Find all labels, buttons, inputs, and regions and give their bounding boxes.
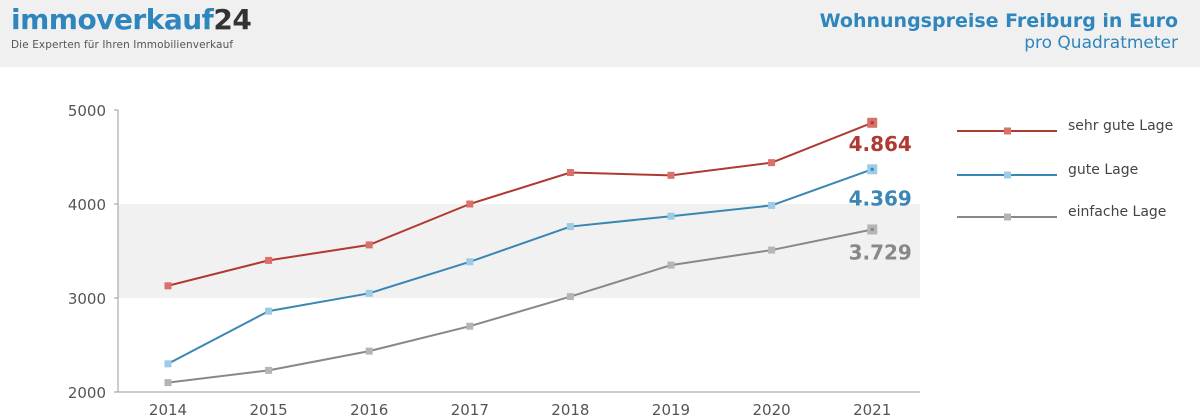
legend-marker [1004,171,1011,179]
data-point [566,223,574,231]
y-tick-label: 3000 [68,290,106,308]
data-point [164,379,172,387]
series-lines [167,121,873,384]
x-tick-label: 2018 [551,401,589,419]
data-point [365,289,373,297]
y-tick-label: 4000 [68,196,106,214]
data-point [768,159,776,167]
data-point [265,366,273,374]
end-value-label: 4.369 [849,186,912,210]
chart-title: Wohnungspreise Freiburg in Euro [819,10,1178,32]
legend-label: gute Lage [1068,162,1138,178]
logo-text-part2: 24 [213,3,252,36]
y-tick-label: 2000 [68,384,106,402]
data-point [566,169,574,177]
x-tick-label: 2020 [753,401,791,419]
chart-title-block: Wohnungspreise Freiburg in Euro pro Quad… [820,10,1178,53]
legend-marker [1004,213,1011,221]
legend-label: einfache Lage [1068,204,1166,220]
series-line [167,168,873,365]
x-tick-label: 2017 [451,401,489,419]
grid-bands [118,110,920,392]
data-point [365,241,373,249]
x-tick-label: 2021 [853,401,891,419]
x-tick-label: 2014 [149,401,187,419]
tick-labels: 2000 3000 4000 5000 2014 2015 2016 2017 2018 2019… [68,102,891,419]
logo-text-part1: immoverkauf [11,3,214,36]
data-point [466,200,474,208]
data-point [667,212,675,220]
data-point [768,201,776,209]
end-point-dot [870,121,874,125]
legend: sehr gute Lage gute Lage einfache Lage [957,118,1173,221]
data-point [667,171,675,179]
end-labels: 4.864 4.369 3.729 [849,132,912,265]
data-point [164,282,172,290]
series-line [167,121,873,287]
x-tick-label: 2016 [350,401,388,419]
series-markers [164,117,878,387]
data-point [566,293,574,301]
data-point [265,307,273,315]
legend-marker [1004,127,1011,135]
end-value-label: 3.729 [849,240,912,264]
x-tick-label: 2015 [250,401,288,419]
data-point [164,360,172,368]
logo-wordmark: immoverkauf24 [11,3,252,36]
y-tick-label: 5000 [68,102,106,120]
logo-tagline: Die Experten für Ihren Immobilienverkauf [11,39,234,51]
data-point [265,256,273,264]
axes [117,110,920,393]
grid-band [118,204,920,298]
data-point [466,322,474,330]
grid-band [118,298,920,392]
data-point [365,347,373,355]
x-tick-label: 2019 [652,401,690,419]
grid-band [118,110,920,204]
header: immoverkauf24 Die Experten für Ihren Imm… [0,0,1200,67]
legend-label: sehr gute Lage [1068,118,1173,134]
logo[interactable]: immoverkauf24 Die Experten für Ihren Imm… [11,3,252,51]
data-point [667,261,675,269]
end-value-label: 4.864 [849,132,912,156]
end-point-dot [870,167,874,171]
data-point [466,258,474,266]
chart-subtitle: pro Quadratmeter [1024,32,1178,53]
end-point-dot [870,227,874,231]
data-point [768,246,776,254]
series-line [167,228,873,384]
